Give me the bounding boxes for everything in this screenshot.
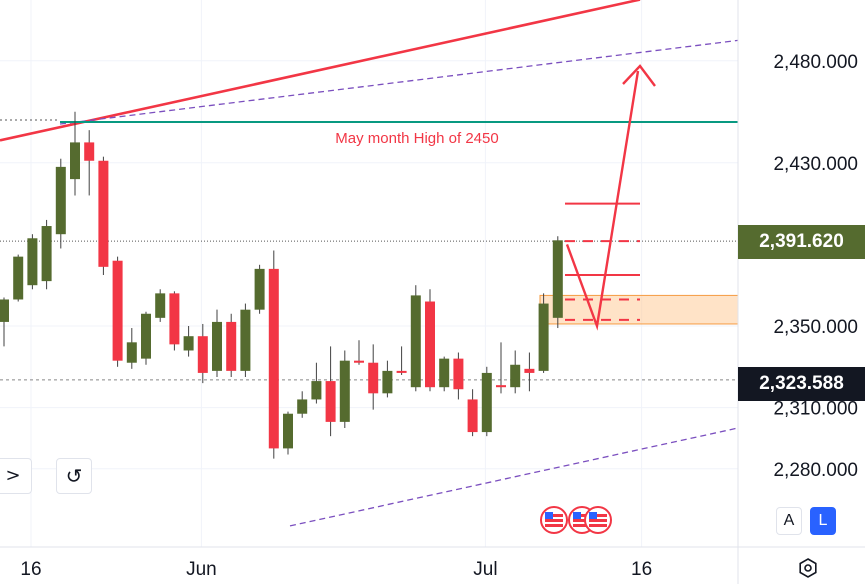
- time-tick-label: 16: [20, 559, 41, 580]
- candle-body: [453, 358, 464, 390]
- candle-body: [212, 321, 222, 371]
- candles: [0, 111, 563, 459]
- candle-body: [339, 360, 350, 422]
- candle-body: [311, 381, 322, 400]
- candle-body: [155, 293, 166, 318]
- scroll-forward-button[interactable]: >: [0, 458, 32, 494]
- candle-body: [27, 238, 38, 286]
- marker-price-label: 2,323.588: [738, 367, 865, 401]
- candle-body: [183, 336, 194, 351]
- channel-mid-line: [59, 39, 738, 125]
- candle-body: [41, 226, 52, 282]
- time-tick-label: Jun: [186, 559, 217, 580]
- candle-body: [70, 142, 80, 180]
- candle-body: [84, 142, 95, 161]
- time-tick-label: 16: [631, 559, 652, 580]
- candle-body: [382, 370, 393, 394]
- candle-body: [0, 299, 9, 322]
- candle-body: [254, 268, 265, 310]
- candle-body: [268, 268, 279, 449]
- time-tick-label: Jul: [473, 559, 497, 580]
- candle-body: [524, 368, 535, 373]
- candle-body: [510, 364, 521, 388]
- candle-body: [496, 385, 506, 388]
- level-lines: [0, 121, 738, 381]
- projection-arrowhead: [622, 64, 656, 87]
- candle-body: [197, 336, 208, 373]
- candle-body: [240, 309, 251, 371]
- candle-body: [226, 321, 237, 371]
- channel-top-line: [0, 0, 641, 142]
- candle-body: [297, 399, 308, 414]
- candle-body: [354, 360, 364, 363]
- candle-body: [467, 399, 478, 433]
- candle-body: [481, 372, 492, 433]
- auto-scale-button[interactable]: A: [776, 507, 802, 535]
- candle-body: [325, 381, 336, 422]
- plot-area: May month High of 2450: [0, 0, 738, 527]
- candle-body: [55, 166, 66, 235]
- candle-body: [439, 358, 450, 388]
- projection: [565, 64, 656, 331]
- us-flag-icon[interactable]: [540, 506, 568, 534]
- us-flag-icon[interactable]: [584, 506, 612, 534]
- price-tick-label: 2,310.000: [773, 399, 858, 420]
- candle-body: [425, 301, 435, 388]
- candle-body: [169, 293, 180, 345]
- candle-body: [98, 160, 109, 267]
- log-scale-button[interactable]: L: [810, 507, 836, 535]
- price-tick-label: 2,480.000: [773, 52, 858, 73]
- settings-icon[interactable]: [799, 558, 817, 578]
- candle-body: [126, 342, 137, 363]
- candle-body: [368, 362, 379, 394]
- candle-body: [112, 260, 123, 361]
- projection-path: [565, 70, 640, 331]
- last-price-label: 2,391.620: [738, 225, 865, 259]
- candle-body: [538, 303, 549, 371]
- trendlines: [0, 0, 738, 527]
- time-axis[interactable]: 16 Jun Jul 16: [20, 559, 652, 580]
- candle-body: [396, 370, 407, 373]
- reset-chart-button[interactable]: ↺: [56, 458, 92, 494]
- price-tick-label: 2,350.000: [773, 317, 858, 338]
- event-flags[interactable]: [540, 506, 612, 534]
- price-tick-label: 2,280.000: [773, 460, 858, 481]
- chart-grid: [0, 0, 738, 547]
- candle-body: [283, 413, 293, 449]
- candle-body: [410, 295, 421, 388]
- annotation-may-high: May month High of 2450: [335, 130, 498, 147]
- candle-body: [13, 256, 24, 300]
- candle-body: [141, 313, 151, 359]
- channel-bottom-line: [289, 427, 738, 527]
- candle-body: [552, 240, 563, 318]
- price-axis[interactable]: 2,280.000 2,310.000 2,350.000 2,430.000 2,48…: [773, 52, 858, 481]
- price-tick-label: 2,430.000: [773, 154, 858, 175]
